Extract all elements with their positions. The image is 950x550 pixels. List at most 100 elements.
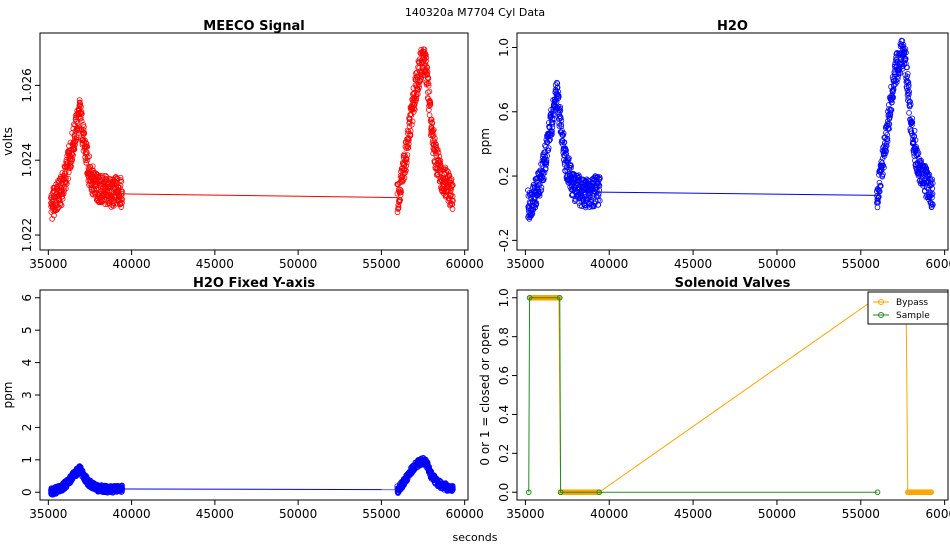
data-point <box>899 38 906 44</box>
data-point <box>119 188 126 195</box>
series-line <box>530 297 932 493</box>
data-point <box>560 130 567 137</box>
data-point <box>910 136 916 143</box>
x-tick-label: 35000 <box>29 257 67 271</box>
data-point <box>556 93 562 100</box>
figure-xlabel: seconds <box>453 531 498 544</box>
plot-frame <box>516 32 949 251</box>
y-tick-label: 0 <box>20 488 34 496</box>
y-tick-label: 3 <box>20 391 34 399</box>
x-tick-label: 55000 <box>842 507 880 521</box>
data-point <box>57 201 64 208</box>
data-point <box>448 176 455 182</box>
data-point <box>431 138 438 145</box>
chart-panel-1: MEECO Signal volts 35000 40000 45000 50000 550… <box>1 19 484 271</box>
data-point <box>538 187 545 194</box>
data-point <box>118 178 125 185</box>
data-point <box>929 180 936 187</box>
data-point <box>81 124 87 130</box>
data-point <box>119 190 125 197</box>
data-point <box>913 144 919 150</box>
data-point <box>928 192 935 198</box>
data-point <box>543 136 550 143</box>
data-point <box>77 101 84 107</box>
data-point <box>426 107 432 113</box>
data-point <box>423 52 429 58</box>
data-point <box>414 85 421 92</box>
data-point <box>929 194 935 201</box>
data-point <box>425 82 432 89</box>
data-point <box>404 159 410 166</box>
x-tick-label: 60000 <box>446 507 484 521</box>
data-point <box>74 134 80 141</box>
data-point <box>418 74 425 80</box>
data-point <box>905 71 911 77</box>
data-point <box>403 155 410 162</box>
y-tick-label: 1.024 <box>20 143 34 177</box>
data-point <box>597 175 603 182</box>
data-point <box>426 88 433 95</box>
chart-panel-3: H2O Fixed Y-axis ppm 35000 40000 45000 50000 5… <box>1 276 484 521</box>
panel-title: MEECO Signal <box>203 19 304 34</box>
data-point <box>424 69 431 76</box>
data-point <box>82 137 88 144</box>
data-point <box>450 486 456 493</box>
panel-title: H2O <box>717 19 748 34</box>
data-point <box>549 119 556 126</box>
data-point <box>403 163 409 169</box>
data-point <box>554 84 561 91</box>
data-point <box>549 131 555 138</box>
data-point <box>884 138 891 145</box>
data-point <box>429 120 436 127</box>
data-point <box>557 107 564 114</box>
x-tick-label: 50000 <box>758 257 796 271</box>
data-point <box>450 197 456 204</box>
data-point <box>559 138 566 144</box>
data-point <box>86 153 93 160</box>
data-point <box>442 164 449 171</box>
y-tick-label: 1.026 <box>20 68 34 102</box>
data-point <box>543 157 550 163</box>
data-point <box>450 484 456 491</box>
data-point <box>526 294 533 301</box>
data-point <box>59 196 66 202</box>
x-tick-label: 45000 <box>196 507 234 521</box>
y-tick-label: 0.2 <box>497 444 511 463</box>
data-point <box>596 187 602 193</box>
y-tick-label: 5 <box>20 326 34 334</box>
data-point <box>425 75 432 81</box>
data-point <box>84 144 91 150</box>
y-tick-label: 4 <box>20 359 34 367</box>
data-point <box>874 489 881 496</box>
data-point <box>427 99 434 106</box>
data-point <box>398 189 404 196</box>
data-point <box>411 106 418 113</box>
data-point <box>915 150 922 156</box>
data-point <box>879 173 886 180</box>
data-point <box>563 147 569 154</box>
data-point <box>876 193 882 200</box>
y-tick-label: 1.022 <box>20 218 34 252</box>
y-axis-label: ppm <box>1 382 15 409</box>
data-point <box>890 94 897 101</box>
data-point <box>422 61 429 68</box>
legend: Bypass Sample <box>867 291 949 325</box>
data-point <box>906 110 912 116</box>
data-point <box>81 130 88 136</box>
data-point <box>561 139 568 146</box>
data-point <box>556 294 563 301</box>
data-point <box>884 131 890 138</box>
y-tick-label: 1 <box>20 456 34 464</box>
data-point <box>72 142 78 148</box>
y-tick-label: 0.6 <box>497 366 511 385</box>
data-point <box>911 127 918 134</box>
data-point <box>119 196 125 203</box>
y-tick-label: 2 <box>20 424 34 432</box>
data-point <box>78 114 84 121</box>
data-point <box>54 205 61 212</box>
legend-label: Bypass <box>896 298 928 308</box>
data-point <box>556 123 563 129</box>
chart-panel-2: H2O ppm 35000 40000 45000 50000 55000 60000 -0.2… <box>478 19 950 271</box>
data-point <box>928 489 935 496</box>
x-tick-label: 50000 <box>758 507 796 521</box>
